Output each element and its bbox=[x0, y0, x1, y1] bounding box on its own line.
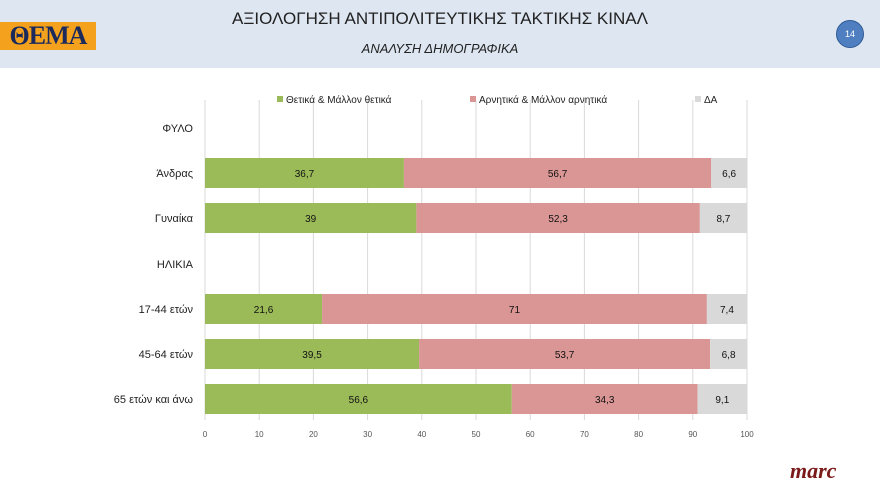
category-label: Άνδρας bbox=[156, 168, 193, 180]
category-label: ΗΛΙΚΙΑ bbox=[157, 259, 194, 271]
bar-segment bbox=[322, 294, 707, 324]
bar-segment bbox=[711, 158, 747, 188]
x-tick-label: 70 bbox=[580, 430, 589, 439]
data-label: 9,1 bbox=[715, 395, 729, 406]
bar-segment bbox=[697, 384, 747, 414]
bar-segment bbox=[419, 339, 711, 369]
category-label: ΦΥΛΟ bbox=[162, 123, 193, 135]
category-label: 65 ετών και άνω bbox=[114, 394, 194, 406]
bar-segment bbox=[205, 339, 420, 369]
bar-segment bbox=[205, 203, 417, 233]
data-label: 56,6 bbox=[349, 395, 369, 406]
bar-segment bbox=[416, 203, 700, 233]
legend-swatch bbox=[695, 96, 701, 102]
bar-segment bbox=[205, 158, 404, 188]
x-tick-label: 40 bbox=[417, 430, 426, 439]
x-tick-label: 100 bbox=[740, 430, 754, 439]
legend-swatch bbox=[470, 96, 476, 102]
legend-swatch bbox=[277, 96, 283, 102]
x-tick-label: 30 bbox=[363, 430, 372, 439]
bar-segment bbox=[403, 158, 712, 188]
x-tick-label: 60 bbox=[526, 430, 535, 439]
data-label: 53,7 bbox=[555, 350, 575, 361]
bar-segment bbox=[706, 294, 747, 324]
header-band bbox=[0, 0, 880, 68]
data-label: 39 bbox=[305, 214, 317, 225]
category-label: 17-44 ετών bbox=[139, 304, 194, 316]
legend-label: ΔΑ bbox=[704, 95, 718, 106]
x-tick-label: 10 bbox=[255, 430, 264, 439]
data-label: 52,3 bbox=[548, 214, 568, 225]
x-tick-label: 90 bbox=[688, 430, 697, 439]
data-label: 34,3 bbox=[595, 395, 615, 406]
data-label: 6,6 bbox=[722, 169, 736, 180]
data-label: 56,7 bbox=[548, 169, 568, 180]
x-tick-label: 50 bbox=[472, 430, 481, 439]
page-subtitle: ΑΝΑΛΥΣΗ ΔΗΜΟΓΡΑΦΙΚΑ bbox=[361, 41, 519, 56]
data-label: 71 bbox=[509, 305, 521, 316]
bar-segment bbox=[511, 384, 698, 414]
brand-logo: marc bbox=[790, 458, 837, 483]
page-title: ΑΞΙΟΛΟΓΗΣΗ ΑΝΤΙΠΟΛΙΤΕΥΤΙΚΗΣ ΤΑΚΤΙΚΗΣ ΚΙΝ… bbox=[232, 9, 648, 28]
x-tick-label: 0 bbox=[203, 430, 208, 439]
bar-segment bbox=[699, 203, 747, 233]
bar-segment bbox=[710, 339, 747, 369]
data-label: 36,7 bbox=[295, 169, 315, 180]
data-label: 6,8 bbox=[722, 350, 736, 361]
data-label: 21,6 bbox=[254, 305, 274, 316]
x-tick-label: 20 bbox=[309, 430, 318, 439]
bar-segment bbox=[205, 294, 323, 324]
data-label: 8,7 bbox=[716, 214, 730, 225]
data-label: 7,4 bbox=[720, 305, 734, 316]
category-label: 45-64 ετών bbox=[139, 349, 194, 361]
category-label: Γυναίκα bbox=[155, 213, 194, 225]
bar-segment bbox=[205, 384, 512, 414]
legend-label: Αρνητικά & Μάλλον αρνητικά bbox=[479, 94, 607, 106]
page-number-badge: 14 bbox=[836, 20, 864, 48]
legend-label: Θετικά & Μάλλον θετικά bbox=[286, 94, 392, 106]
logo: ΘΕΜΑ bbox=[0, 22, 96, 50]
x-tick-label: 80 bbox=[634, 430, 643, 439]
data-label: 39,5 bbox=[302, 350, 322, 361]
